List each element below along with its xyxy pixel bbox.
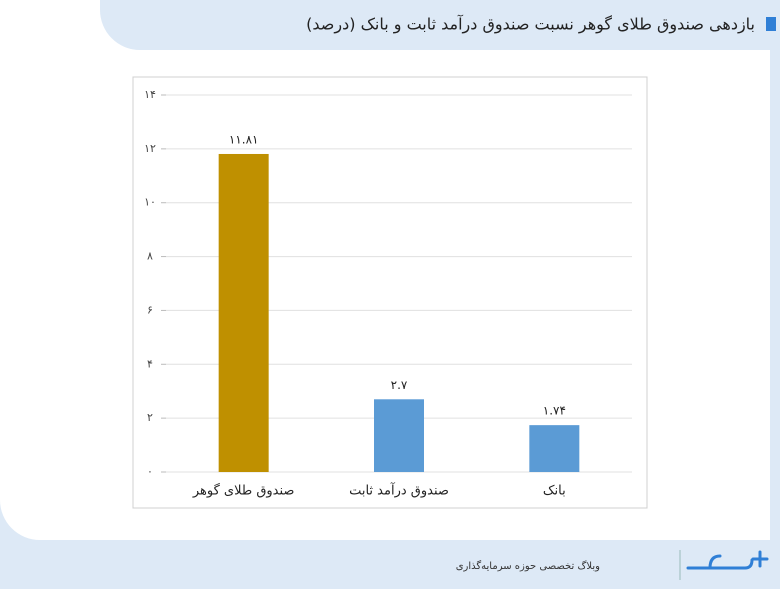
y-tick-label: ۶ bbox=[147, 303, 153, 316]
chart-title: بازدهی صندوق طلای گوهر نسبت صندوق درآمد … bbox=[306, 15, 755, 35]
title-tab bbox=[100, 0, 780, 50]
y-tick-label: ۰ bbox=[147, 465, 153, 478]
x-tick-label: صندوق طلای گوهر bbox=[192, 483, 295, 499]
bar bbox=[374, 399, 424, 472]
footer-tagline: وبلاگ تخصصی حوزه سرمایه‌گذاری bbox=[456, 559, 600, 572]
y-tick-label: ۸ bbox=[147, 250, 153, 263]
logo bbox=[686, 550, 769, 570]
bar bbox=[218, 153, 269, 472]
logo-stroke bbox=[686, 558, 754, 570]
y-tick-label: ۱۰ bbox=[144, 196, 156, 209]
value-label: ۱.۷۴ bbox=[543, 404, 566, 418]
x-tick-label: بانک bbox=[543, 484, 566, 499]
x-tick-label: صندوق درآمد ثابت bbox=[349, 482, 449, 499]
title-marker bbox=[766, 17, 776, 31]
value-label: ۲.۷ bbox=[391, 378, 408, 392]
y-tick-label: ۴ bbox=[147, 357, 153, 370]
y-tick-label: ۲ bbox=[147, 411, 153, 424]
bar bbox=[529, 425, 580, 472]
logo-stroke bbox=[708, 554, 722, 570]
y-tick-label: ۱۴ bbox=[144, 88, 156, 101]
plot: ۰ ۲ ۴ ۶ ۸ ۱۰ ۱۲ ۱۴ صندوق طلای گوهر ۱۱.۸۱ صندوق درآ… bbox=[144, 88, 632, 499]
y-tick-label: ۱۲ bbox=[144, 142, 156, 155]
value-label: ۱۱.۸۱ bbox=[229, 132, 259, 146]
